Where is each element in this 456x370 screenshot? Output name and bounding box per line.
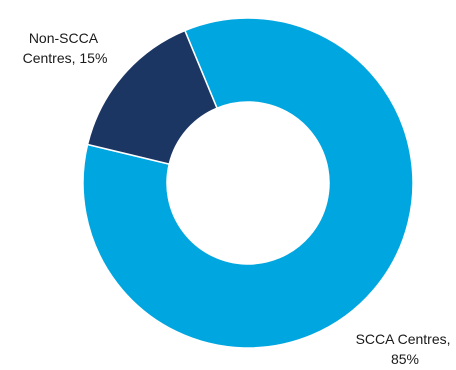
slice-scca-centres	[82, 17, 414, 349]
slice-non-scca-centres	[86, 29, 218, 165]
donut-slices	[82, 17, 414, 349]
data-label-non-scca: Non-SCCA Centres, 15%	[23, 30, 108, 66]
data-label-scca: SCCA Centres, 85%	[356, 331, 455, 367]
